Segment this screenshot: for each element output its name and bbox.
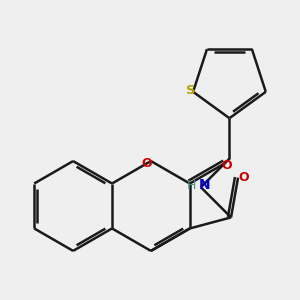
Text: O: O: [222, 159, 232, 172]
Text: O: O: [141, 157, 152, 170]
Text: O: O: [238, 171, 249, 184]
Text: H: H: [187, 179, 196, 192]
Text: S: S: [186, 84, 196, 98]
Text: N: N: [199, 178, 210, 192]
